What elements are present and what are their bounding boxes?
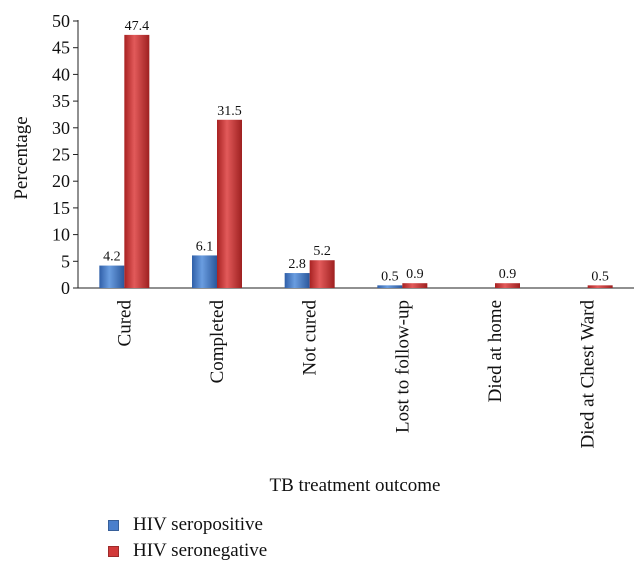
bar-value-label: 31.5 [217,104,242,119]
legend-label-seronegative: HIV seronegative [133,540,268,561]
y-tick-label: 20 [52,171,70,191]
x-tick-label: Died at Chest Ward [578,300,599,449]
y-tick-label: 15 [52,198,70,218]
legend-item-seropositive: HIV seropositive [108,512,267,538]
legend-item-seronegative: HIV seronegative [108,538,267,564]
x-axis-title: TB treatment outcome [270,475,441,496]
bar-seropositive-0 [99,265,125,288]
x-tick-label: Cured [114,300,135,347]
bar-value-label: 2.8 [288,257,306,272]
y-tick-label: 5 [61,251,70,271]
y-tick-label: 45 [52,38,70,58]
bar-value-label: 0.9 [499,267,517,282]
bar-seropositive-3 [377,285,403,288]
bar-seronegative-2 [309,260,335,288]
x-tick-label: Lost to follow-up [392,300,413,433]
legend: HIV seropositive HIV seronegative [108,512,267,564]
x-tick-label: Not cured [300,300,321,376]
bar-seronegative-3 [402,283,428,288]
y-tick-label: 10 [52,225,70,245]
bar-value-label: 0.9 [406,267,424,282]
bar-value-label: 47.4 [125,19,150,34]
bar-value-label: 0.5 [591,269,609,284]
bar-value-label: 4.2 [103,250,121,265]
bar-seronegative-0 [124,34,150,288]
x-tick-label: Died at home [485,300,506,402]
bar-seropositive-2 [284,273,310,288]
legend-swatch-seropositive [108,519,119,531]
bar-value-label: 6.1 [196,239,214,254]
y-tick-label: 40 [52,64,70,84]
y-axis-title: Percentage [11,116,32,199]
y-tick-label: 30 [52,118,70,138]
bar-seronegative-4 [495,283,520,288]
bar-seropositive-1 [192,255,217,288]
legend-label-seropositive: HIV seropositive [133,514,263,535]
bar-value-label: 5.2 [313,244,331,259]
x-tick-label: Completed [207,300,228,384]
bar-seronegative-5 [587,285,613,288]
legend-swatch-seronegative [108,545,119,557]
bar-value-label: 0.5 [381,269,399,284]
y-tick-label: 0 [61,278,70,298]
y-tick-label: 50 [52,11,70,31]
bar-seronegative-1 [217,119,242,288]
y-tick-label: 35 [52,91,70,111]
y-tick-label: 25 [52,145,70,165]
